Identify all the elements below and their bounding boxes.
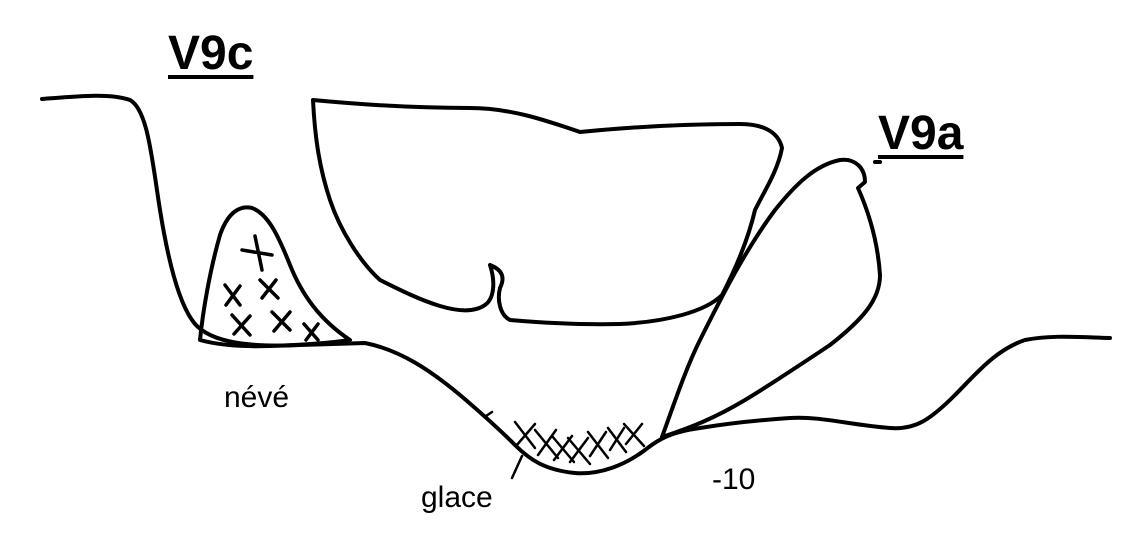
neve-pocket-outline — [198, 205, 352, 349]
central-rock-block — [311, 98, 784, 327]
ground-profile-line — [40, 93, 1112, 476]
v9a-label: V9a — [878, 107, 964, 160]
v9c-label: V9c — [168, 27, 254, 80]
glace-label: glace — [421, 481, 493, 514]
neve-label: névé — [224, 381, 290, 414]
v9a-rock-block — [660, 157, 882, 439]
depth-label: -10 — [712, 463, 756, 496]
neve-crosses — [223, 234, 320, 342]
glace-crosses — [484, 410, 646, 480]
